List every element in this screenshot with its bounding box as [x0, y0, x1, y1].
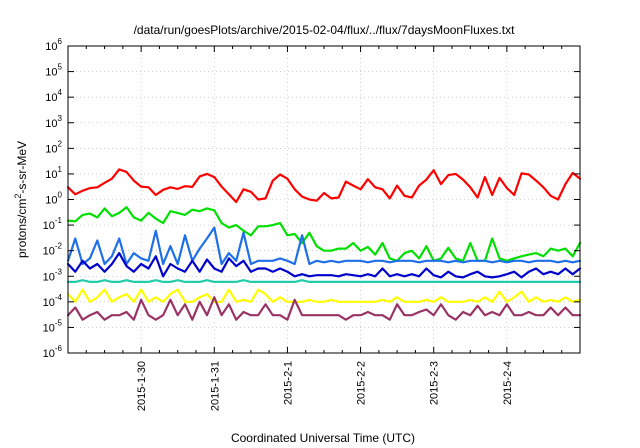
y-tick-exponent: 6 — [58, 37, 63, 46]
y-axis-title: protons/cm2-s-sr-MeV — [13, 141, 29, 258]
y-tick-label: 105 — [45, 63, 62, 79]
x-tick-label: 2015-1-30 — [136, 361, 148, 411]
series-layer — [66, 168, 582, 321]
y-tick-label: 10-1 — [43, 216, 63, 232]
x-axis-title: Coordinated Universal Time (UTC) — [231, 431, 415, 445]
y-tick-label: 10-5 — [43, 318, 63, 334]
x-tick-label: 2015-2-4 — [502, 361, 514, 405]
y-tick-base: 10 — [45, 195, 57, 207]
x-tick-label: 2015-1-31 — [209, 361, 221, 411]
y-tick-exponent: -5 — [55, 318, 63, 327]
y-tick-exponent: -6 — [55, 344, 63, 353]
series-line-2 — [66, 226, 582, 266]
y-tick-exponent: -3 — [55, 267, 63, 276]
y-tick-label: 10-4 — [43, 293, 63, 309]
y-tick-base: 10 — [43, 271, 55, 283]
y-tick-label: 10-6 — [43, 344, 63, 360]
y-tick-base: 10 — [45, 41, 57, 53]
series-line-5 — [66, 288, 582, 303]
chart-title: /data/run/goesPlots/archive/2015-02-04/f… — [134, 23, 516, 37]
series-line-0 — [66, 168, 582, 204]
x-tick-label: 2015-2-3 — [429, 361, 441, 405]
y-tick-base: 10 — [43, 220, 55, 232]
y-tick-exponent: 2 — [58, 139, 63, 148]
series-line-4 — [66, 279, 582, 283]
series-line-6 — [66, 296, 582, 321]
x-tick-label: 2015-2-2 — [356, 361, 368, 405]
y-tick-exponent: 5 — [58, 63, 63, 72]
axis-ticks: 10-610-510-410-310-210-11001011021031041… — [43, 37, 580, 411]
y-tick-exponent: -2 — [55, 242, 63, 251]
y-tick-exponent: -1 — [55, 216, 63, 225]
y-tick-base: 10 — [43, 348, 55, 360]
y-tick-exponent: -4 — [55, 293, 63, 302]
series-line-3 — [66, 252, 582, 279]
y-tick-base: 10 — [45, 143, 57, 155]
y-tick-label: 10-3 — [43, 267, 63, 283]
y-tick-base: 10 — [45, 118, 57, 130]
y-tick-exponent: 0 — [58, 191, 63, 200]
y-tick-base: 10 — [43, 322, 55, 334]
x-tick-label: 2015-2-1 — [282, 361, 294, 405]
y-tick-label: 103 — [45, 114, 62, 130]
y-tick-exponent: 4 — [58, 88, 63, 97]
y-tick-label: 10-2 — [43, 242, 63, 258]
y-tick-base: 10 — [45, 92, 57, 104]
y-tick-label: 100 — [45, 191, 62, 207]
y-tick-base: 10 — [45, 67, 57, 79]
y-tick-label: 106 — [45, 37, 62, 53]
y-tick-exponent: 3 — [58, 114, 63, 123]
y-axis-label: protons/cm2-s-sr-MeV — [13, 141, 29, 258]
y-tick-exponent: 1 — [58, 165, 63, 174]
y-tick-base: 10 — [45, 169, 57, 181]
y-tick-label: 104 — [45, 88, 62, 104]
series-line-1 — [66, 206, 582, 262]
y-tick-label: 102 — [45, 139, 62, 155]
y-tick-base: 10 — [43, 297, 55, 309]
y-tick-base: 10 — [43, 246, 55, 258]
y-tick-label: 101 — [45, 165, 62, 181]
